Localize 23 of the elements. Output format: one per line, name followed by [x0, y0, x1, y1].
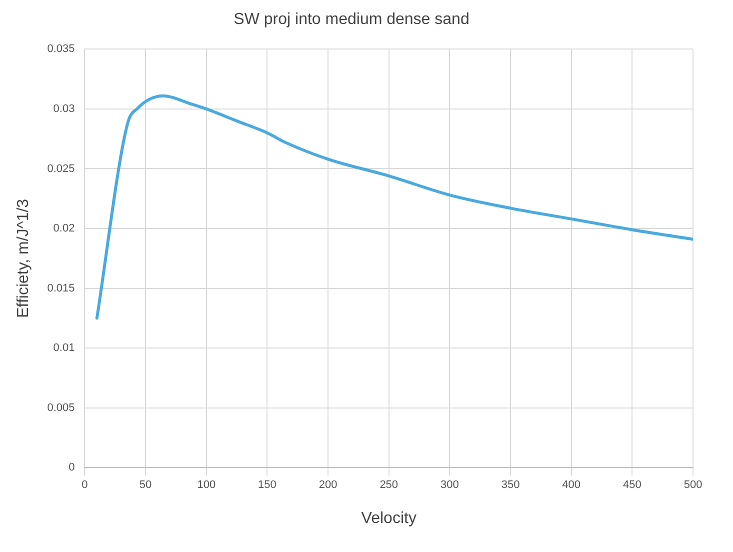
y-tick-label: 0.035	[47, 43, 75, 56]
x-tick-label: 0	[82, 479, 88, 492]
y-axis-title: Efficiety, m/J^1/3	[15, 198, 32, 318]
x-axis-title: Velocity	[361, 510, 416, 527]
x-tick-label: 450	[622, 479, 642, 492]
y-tick-label: 0.025	[47, 162, 75, 175]
y-tick-label: 0.03	[53, 103, 75, 116]
chart-title: SW proj into medium dense sand	[234, 11, 470, 28]
line-series	[95, 94, 693, 320]
x-tick-label: 500	[684, 479, 702, 492]
y-tick-label: 0.02	[53, 222, 75, 235]
y-tick-label: 0	[68, 462, 75, 474]
y-tick-label: 0.005	[47, 402, 75, 414]
y-tick-label: 0.01	[53, 342, 75, 354]
x-tick-label: 350	[501, 479, 520, 492]
x-tick-label: 200	[318, 479, 338, 492]
x-tick-label: 100	[197, 479, 216, 492]
x-tick-label: 300	[440, 479, 459, 492]
y-tick-label: 0.015	[47, 282, 75, 294]
x-tick-label: 50	[139, 479, 152, 492]
x-tick-label: 400	[562, 479, 581, 492]
x-tick-label: 250	[380, 479, 398, 492]
x-tick-label: 150	[258, 479, 276, 492]
